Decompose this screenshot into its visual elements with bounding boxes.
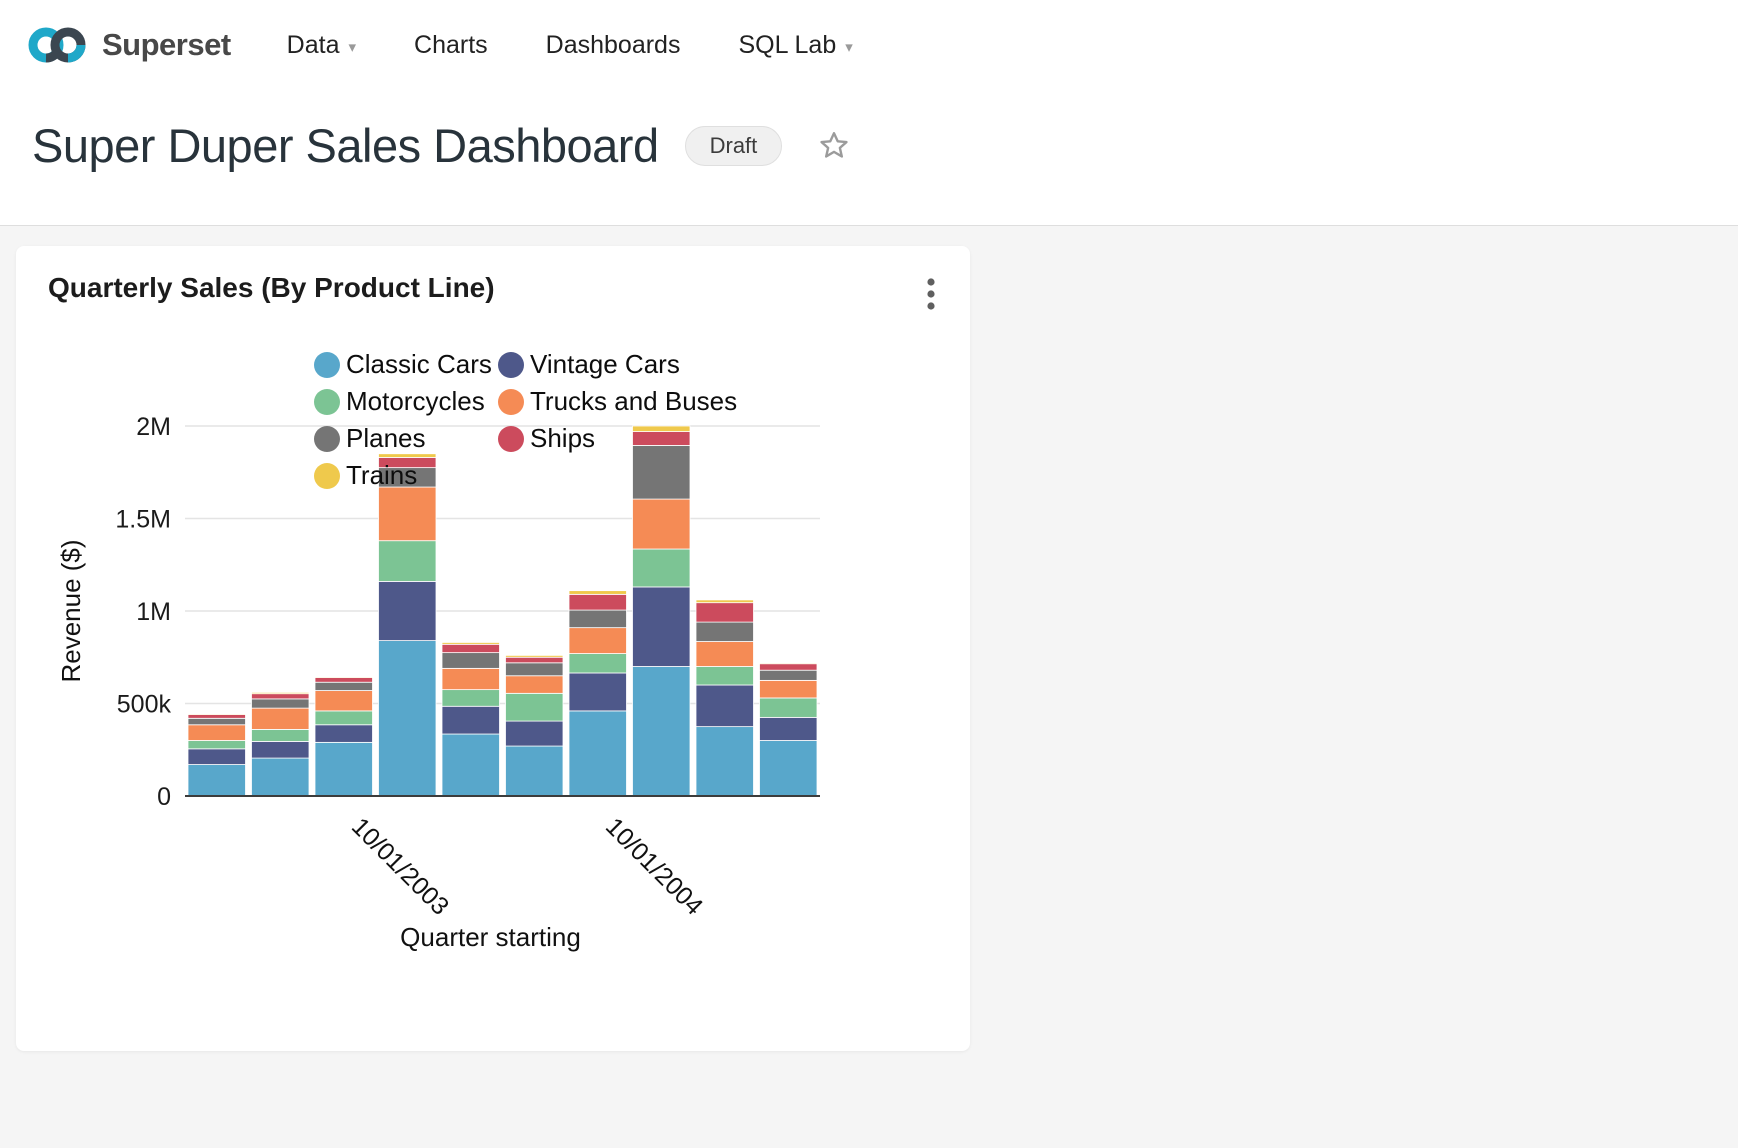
legend-label: Ships [530, 423, 596, 453]
chevron-down-icon: ▾ [348, 39, 357, 56]
legend-item[interactable]: Classic Cars [314, 348, 498, 381]
svg-text:2M: 2M [136, 413, 171, 441]
favorite-star-icon[interactable] [816, 128, 852, 164]
chart-svg[interactable]: 0 500k 1M 1.5M 2M 10/01/2003 10/01/2004 Quarter… [16, 336, 970, 1016]
svg-text:1M: 1M [136, 598, 171, 626]
legend-label: Trucks and Buses [530, 386, 738, 416]
nav-item-sql-lab[interactable]: SQL Lab ▾ [738, 31, 852, 60]
legend-item[interactable]: Motorcycles [314, 385, 498, 418]
legend-dot-icon [314, 351, 340, 378]
legend-item[interactable]: Planes [314, 422, 498, 455]
legend-dot-icon [314, 462, 340, 489]
chevron-down-icon: ▾ [845, 39, 853, 56]
legend-label: Planes [346, 423, 426, 453]
legend-dot-icon [314, 388, 340, 415]
legend-label: Classic Cars [346, 349, 492, 379]
top-navigation: Superset Data ▾ Charts Dashboards SQL La… [0, 0, 1738, 90]
svg-text:1.5M: 1.5M [115, 506, 171, 534]
nav-item-data[interactable]: Data ▾ [287, 31, 356, 60]
kebab-menu-icon[interactable] [918, 272, 944, 321]
svg-text:10/01/2004: 10/01/2004 [600, 812, 708, 920]
nav-item-label: Charts [414, 30, 488, 59]
chart-card: Quarterly Sales (By Product Line) Classi… [16, 246, 970, 1051]
page-title: Super Duper Sales Dashboard [32, 119, 659, 172]
chart-title: Quarterly Sales (By Product Line) [48, 272, 495, 303]
svg-text:Quarter starting: Quarter starting [400, 922, 581, 952]
nav-item-label: Dashboards [545, 30, 681, 59]
legend-dot-icon [498, 425, 524, 452]
svg-text:0: 0 [157, 783, 171, 811]
nav-item-label: SQL Lab [738, 30, 837, 59]
superset-logo[interactable]: Superset [24, 22, 231, 68]
legend-dot-icon [498, 388, 524, 415]
chart-area: Classic Cars Vintage Cars Motorcycles Truck… [16, 336, 970, 1016]
legend-label: Trains [346, 460, 418, 490]
legend-item[interactable]: Trucks and Buses [498, 385, 737, 418]
legend-dot-icon [314, 425, 340, 452]
brand-name: Superset [102, 27, 231, 62]
dashboard-body: Quarterly Sales (By Product Line) Classi… [0, 226, 1738, 1071]
nav-item-dashboards[interactable]: Dashboards [546, 31, 681, 60]
nav-item-label: Data [286, 30, 340, 59]
legend-item[interactable]: Vintage Cars [498, 348, 737, 381]
chart-card-header: Quarterly Sales (By Product Line) [16, 246, 970, 321]
status-badge: Draft [684, 125, 783, 166]
legend-item[interactable]: Trains [314, 459, 498, 492]
legend-label: Motorcycles [346, 386, 485, 416]
svg-text:Revenue ($): Revenue ($) [56, 539, 86, 682]
legend-label: Vintage Cars [530, 349, 680, 379]
svg-text:500k: 500k [117, 691, 172, 719]
infinity-logo-icon [28, 27, 86, 63]
header-chrome: Superset Data ▾ Charts Dashboards SQL La… [0, 0, 1738, 226]
main-nav: Data ▾ Charts Dashboards SQL Lab ▾ [287, 31, 911, 60]
chart-legend: Classic Cars Vintage Cars Motorcycles Truck… [314, 348, 737, 492]
svg-text:10/01/2003: 10/01/2003 [346, 812, 454, 920]
dashboard-header: Super Duper Sales Dashboard Draft [0, 90, 1738, 225]
nav-item-charts[interactable]: Charts [414, 31, 488, 60]
legend-item[interactable]: Ships [498, 422, 737, 455]
legend-dot-icon [498, 351, 524, 378]
